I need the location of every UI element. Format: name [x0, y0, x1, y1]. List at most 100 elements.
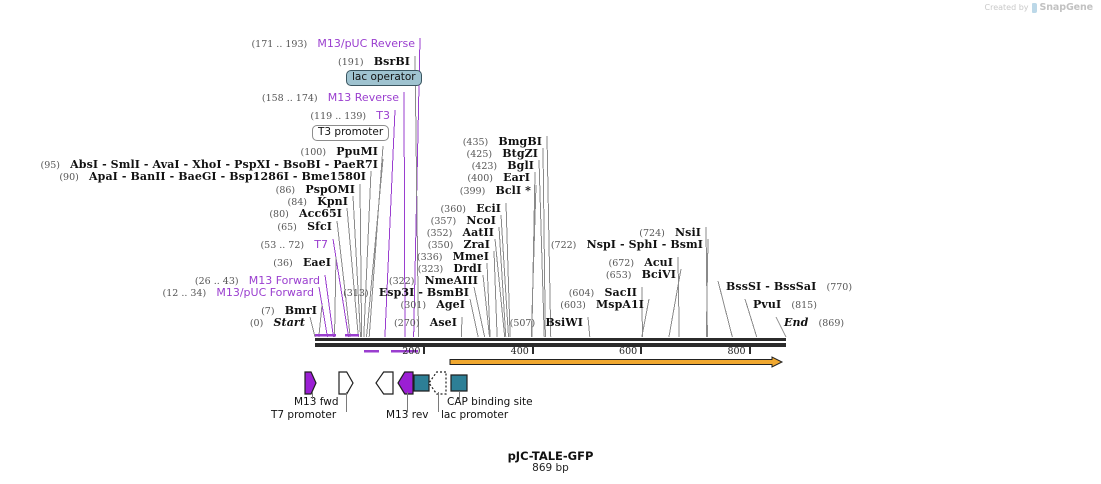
- annotation-label: (26 .. 43) M13 Forward: [195, 273, 320, 287]
- position-label: (95): [40, 160, 60, 171]
- leader-line: [309, 316, 316, 338]
- position-label: (724): [639, 228, 665, 239]
- primer-name: M13/pUC Forward: [216, 286, 314, 299]
- position-label: (722): [550, 240, 577, 251]
- annotation-label: (722) NspI - SphI - BsmI: [551, 237, 703, 251]
- primer-name: M13/pUC Reverse: [317, 37, 415, 50]
- leader-line: [500, 214, 509, 338]
- leader-line: [368, 145, 384, 338]
- feature-glyph[interactable]: [338, 371, 354, 395]
- position-label: (322): [388, 276, 415, 287]
- enzyme-name: SacII: [604, 286, 637, 299]
- watermark-brand: SnapGene: [1039, 2, 1094, 13]
- orf-arrow-shape: [449, 356, 784, 368]
- leader-line: [494, 238, 506, 338]
- enzyme-name: End: [784, 316, 809, 329]
- legend-label: M13 fwd: [294, 396, 339, 408]
- annotation-label: (86) PspOMI: [276, 182, 355, 196]
- enzyme-name: PspOMI: [305, 183, 355, 196]
- annotation-label: (12 .. 34) M13/pUC Forward: [163, 285, 315, 299]
- annotation-label: (357) NcoI: [431, 213, 496, 227]
- enzyme-name: BssSI - BssSaI: [726, 280, 817, 293]
- enzyme-name: EarI: [503, 171, 530, 184]
- position-label: (672): [608, 258, 635, 269]
- feature-glyph[interactable]: [413, 374, 430, 392]
- enzyme-name: BtgZI: [502, 147, 538, 160]
- enzyme-name: AgeI: [436, 298, 465, 311]
- annotation-label: (36) EaeI: [273, 255, 331, 269]
- leader-line: [363, 170, 372, 338]
- leader-line: [482, 274, 491, 338]
- annotation-label: (323) DrdI: [418, 261, 482, 275]
- annotation-label: (65) SfcI: [277, 219, 332, 233]
- position-label: (399): [459, 186, 486, 197]
- primer-name: M13 Forward: [248, 274, 320, 287]
- plasmid-name: pJC-TALE-GFP: [507, 449, 594, 463]
- leader-line: [336, 220, 351, 338]
- position-label: (604): [568, 288, 595, 299]
- feature-glyph[interactable]: [304, 371, 317, 395]
- ruler-tick-label: 200: [402, 346, 421, 357]
- position-label: (270): [394, 318, 420, 329]
- enzyme-name: NsiI: [675, 226, 701, 239]
- feature-box-label: lac operator: [346, 70, 422, 86]
- ruler-bar-upper: [315, 338, 786, 341]
- enzyme-name: NmeAIII: [424, 274, 478, 287]
- leader-line: [493, 250, 498, 338]
- ruler-tick-label: 800: [727, 346, 746, 357]
- position-label: (100): [300, 147, 327, 158]
- leader-line: [775, 316, 787, 338]
- annotation-label: (95) AbsI - SmlI - AvaI - XhoI - PspXI -…: [40, 157, 378, 171]
- enzyme-name: AbsI - SmlI - AvaI - XhoI - PspXI - BsoB…: [70, 158, 378, 171]
- leader-line: [414, 55, 420, 338]
- leader-line: [352, 195, 362, 338]
- position-label: (171 .. 193): [251, 39, 308, 50]
- position-label: (360): [440, 204, 467, 215]
- legend-tick: [312, 392, 313, 399]
- primer-name: T7: [314, 238, 328, 251]
- legend-tick: [346, 392, 347, 412]
- primer-span-bar: [391, 350, 408, 353]
- feature-glyph[interactable]: [375, 371, 394, 395]
- position-label: (815): [791, 300, 817, 311]
- annotation-label: (313) Esp3I - BsmBI: [343, 285, 469, 299]
- annotation-label: (653) BciVI: [606, 267, 676, 281]
- leader-line: [334, 256, 337, 338]
- annotation-label: (399) BclI *: [460, 183, 531, 197]
- enzyme-name: PpuMI: [336, 145, 378, 158]
- annotation-label: (158 .. 174) M13 Reverse: [262, 90, 399, 104]
- feature-glyph[interactable]: [397, 371, 414, 395]
- annotation-label: (171 .. 193) M13/pUC Reverse: [251, 36, 415, 50]
- legend-label: M13 rev: [386, 409, 429, 421]
- snapgene-watermark: Created by SnapGene: [985, 2, 1094, 13]
- annotation-label: (400) EarI: [467, 170, 530, 184]
- enzyme-name: NspI - SphI - BsmI: [586, 238, 703, 251]
- position-label: (357): [430, 216, 457, 227]
- enzyme-name: EaeI: [302, 256, 331, 269]
- enzyme-name: BmrI: [284, 304, 317, 317]
- snapgene-logo-icon: [1031, 2, 1037, 13]
- ruler-tick: [423, 347, 426, 354]
- feature-glyph[interactable]: [450, 374, 468, 392]
- position-label: (350): [427, 240, 454, 251]
- plasmid-length: 869 bp: [532, 462, 569, 474]
- enzyme-name: BsiWI: [545, 316, 583, 329]
- position-label: (86): [275, 185, 296, 196]
- leader-line: [359, 183, 363, 338]
- legend-tick: [407, 392, 408, 412]
- leader-line: [677, 256, 680, 338]
- leader-line: [473, 286, 486, 338]
- enzyme-name: Start: [273, 316, 305, 329]
- annotation-label: (352) AatII: [427, 225, 494, 239]
- position-label: (869): [818, 318, 845, 329]
- enzyme-name: MspA1I: [596, 298, 644, 311]
- position-label: (119 .. 139): [310, 111, 367, 122]
- leader-line: [546, 135, 552, 338]
- leader-line: [384, 109, 396, 338]
- leader-line: [498, 226, 507, 338]
- position-label: (65): [277, 222, 297, 233]
- position-label: (26 .. 43): [194, 276, 239, 287]
- feature-glyph[interactable]: [428, 371, 447, 395]
